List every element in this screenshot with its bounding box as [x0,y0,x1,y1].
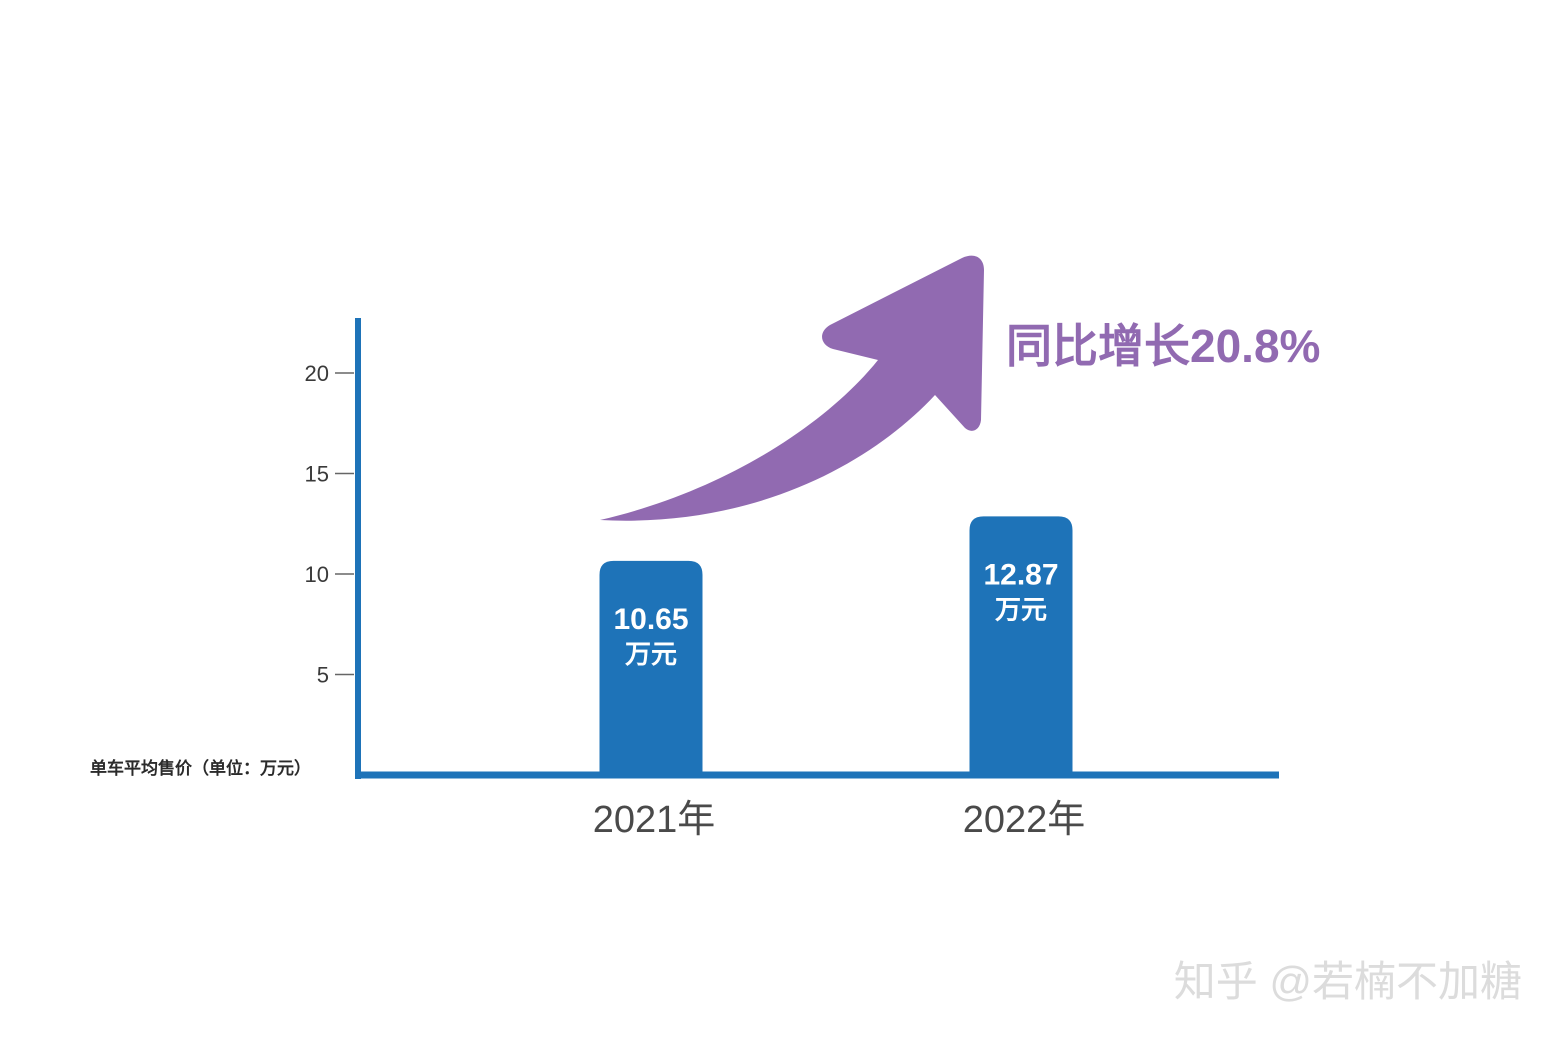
watermark: 知乎 @若楠不加糖 [1174,958,1522,1005]
y-tick-label: 10 [305,562,329,587]
growth-annotation: 同比增长20.8% [1006,320,1320,372]
x-category-label: 2021年 [593,799,716,841]
bar-2022年 [969,516,1073,775]
bar-unit-label: 万元 [625,639,677,669]
y-tick-label: 5 [317,663,329,688]
y-axis-label: 单车平均售价（单位：万元） [90,758,311,778]
bar-unit-label: 万元 [995,594,1047,624]
growth-arrow-icon [600,255,984,521]
bar-value-label: 12.87 [983,558,1058,591]
y-ticks: 5 10 15 20 [305,361,354,688]
x-category-label: 2022年 [963,799,1086,841]
bar-2021年 [599,560,703,775]
bar-value-label: 10.65 [613,603,688,636]
bars [599,516,1073,775]
y-tick-label: 15 [305,462,329,487]
y-tick-label: 20 [305,361,329,386]
x-categories: 2021年 2022年 [593,799,1086,841]
